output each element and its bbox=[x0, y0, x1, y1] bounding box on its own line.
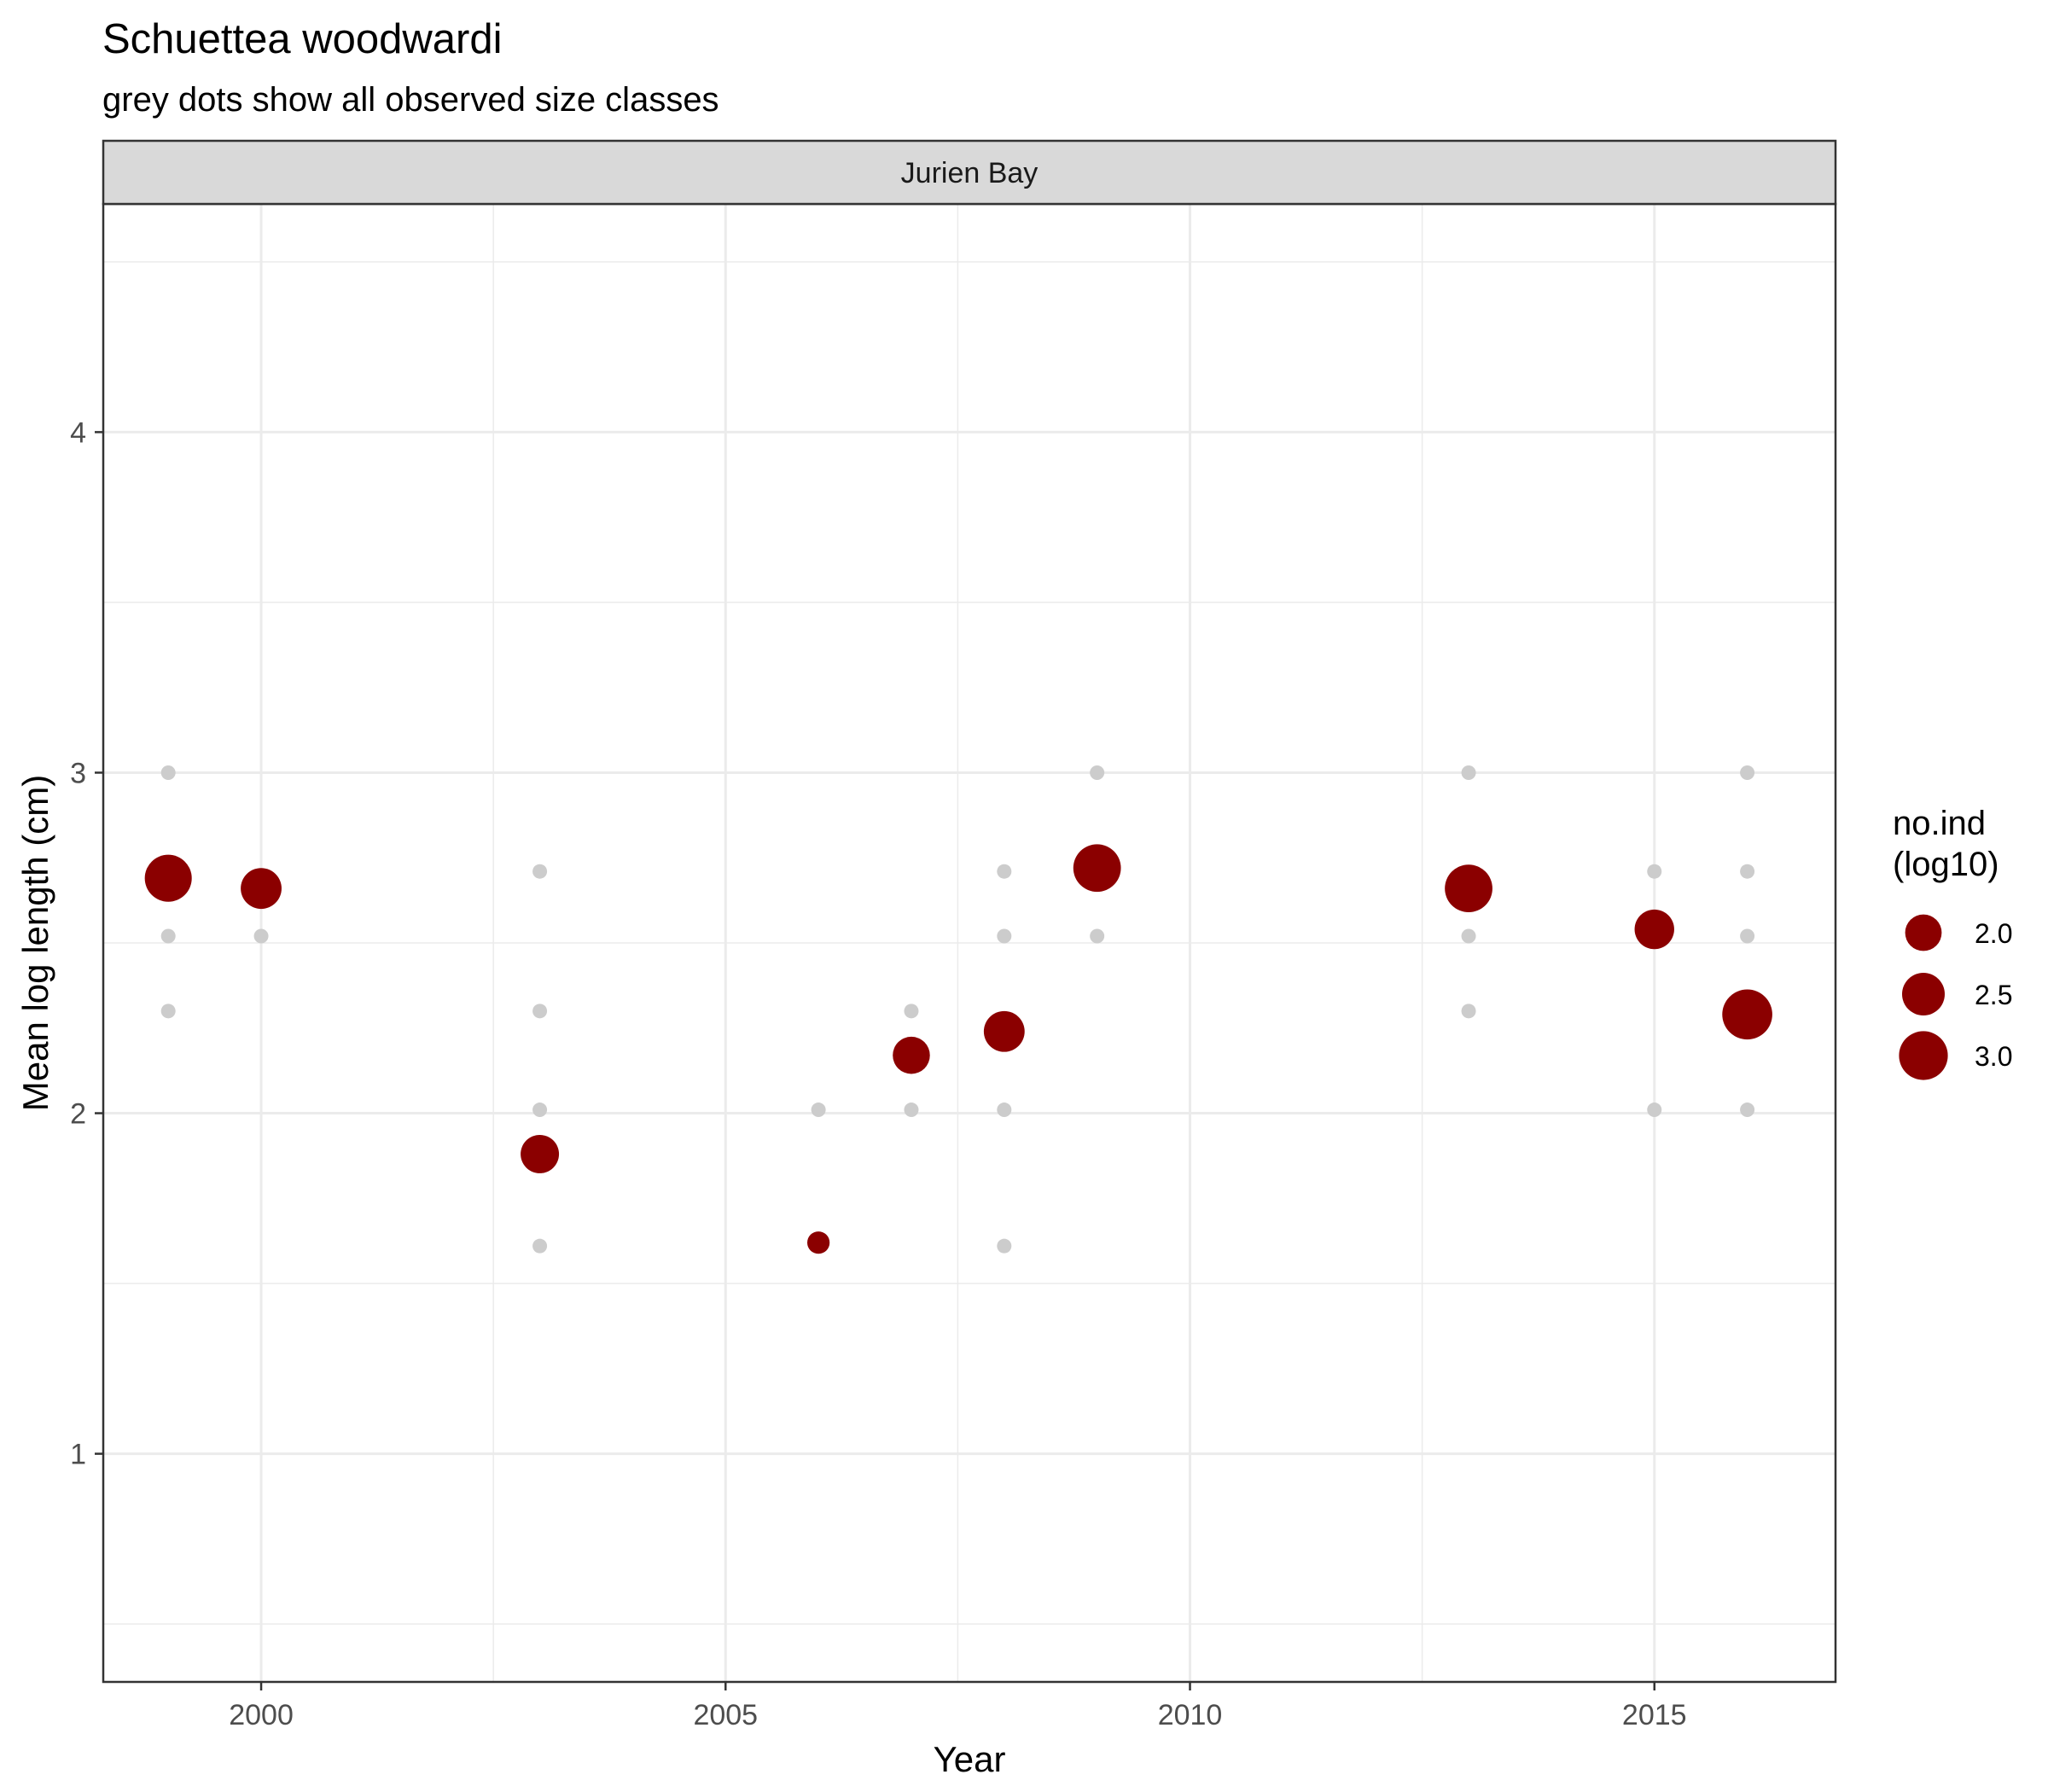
observed-point bbox=[532, 1103, 548, 1118]
legend-key bbox=[1899, 1031, 1948, 1080]
mean-point bbox=[1073, 844, 1121, 893]
mean-point bbox=[983, 1010, 1025, 1052]
observed-point bbox=[1461, 928, 1476, 944]
legend-label: 2.5 bbox=[1975, 980, 2012, 1010]
observed-point bbox=[997, 1103, 1012, 1118]
observed-point bbox=[1090, 765, 1105, 780]
y-tick-label: 4 bbox=[70, 416, 86, 449]
x-tick-label: 2010 bbox=[1158, 1699, 1223, 1731]
y-tick-label: 2 bbox=[70, 1098, 86, 1131]
observed-point bbox=[997, 864, 1012, 879]
observed-point bbox=[532, 1238, 548, 1254]
observed-point bbox=[1461, 1004, 1476, 1019]
observed-point bbox=[904, 1103, 919, 1118]
mean-point bbox=[521, 1134, 560, 1173]
mean-point bbox=[1634, 909, 1674, 950]
mean-point bbox=[1722, 989, 1772, 1040]
mean-point bbox=[1445, 864, 1492, 913]
observed-point bbox=[1647, 1103, 1662, 1118]
x-tick-label: 2015 bbox=[1622, 1699, 1687, 1731]
observed-point bbox=[253, 928, 269, 944]
observed-point bbox=[532, 1004, 548, 1019]
legend-title-line2: (log10) bbox=[1893, 846, 1999, 883]
facet-strip bbox=[102, 139, 1837, 206]
observed-point bbox=[1647, 864, 1662, 879]
observed-point bbox=[1740, 864, 1755, 879]
legend-label: 3.0 bbox=[1975, 1041, 2012, 1072]
legend-key bbox=[1905, 914, 1942, 951]
observed-points bbox=[160, 765, 1755, 1254]
observed-point bbox=[1090, 928, 1105, 944]
observed-point bbox=[160, 765, 176, 780]
x-tick-label: 2000 bbox=[229, 1699, 294, 1731]
legend-keys: 2.0 2.5 3.0 bbox=[1899, 914, 2012, 1080]
mean-point bbox=[241, 868, 282, 910]
chart-title: Schuettea woodwardi bbox=[102, 16, 503, 62]
y-axis-title: Mean log length (cm) bbox=[15, 775, 55, 1112]
observed-point bbox=[904, 1004, 919, 1019]
mean-point bbox=[144, 854, 192, 902]
legend-label: 2.0 bbox=[1975, 918, 2012, 949]
observed-point bbox=[160, 928, 176, 944]
grid-minor bbox=[103, 204, 1836, 1682]
x-axis: 2000 2005 2010 2015 bbox=[229, 1682, 1687, 1731]
x-axis-title: Year bbox=[934, 1739, 1006, 1779]
observed-point bbox=[1740, 928, 1755, 944]
y-tick-label: 3 bbox=[70, 757, 86, 789]
legend: no.ind (log10) 2.0 2.5 3.0 bbox=[1893, 805, 2012, 1080]
observed-point bbox=[997, 1238, 1012, 1254]
legend-key bbox=[1902, 973, 1945, 1015]
mean-point bbox=[807, 1231, 830, 1254]
y-tick-label: 1 bbox=[70, 1439, 86, 1471]
mean-point bbox=[893, 1036, 930, 1074]
observed-point bbox=[160, 1004, 176, 1019]
observed-point bbox=[1461, 765, 1476, 780]
chart-subtitle: grey dots show all observed size classes bbox=[102, 81, 719, 119]
observed-point bbox=[997, 928, 1012, 944]
mean-points bbox=[144, 844, 1772, 1254]
y-axis: 1 2 3 4 bbox=[70, 416, 103, 1471]
observed-point bbox=[811, 1103, 826, 1118]
x-tick-label: 2005 bbox=[693, 1699, 758, 1731]
observed-point bbox=[1740, 765, 1755, 780]
facet-strip-label: Jurien Bay bbox=[901, 157, 1039, 189]
grid-major bbox=[103, 204, 1836, 1682]
legend-title-line1: no.ind bbox=[1893, 805, 1986, 842]
observed-point bbox=[1740, 1103, 1755, 1118]
observed-point bbox=[532, 864, 548, 879]
